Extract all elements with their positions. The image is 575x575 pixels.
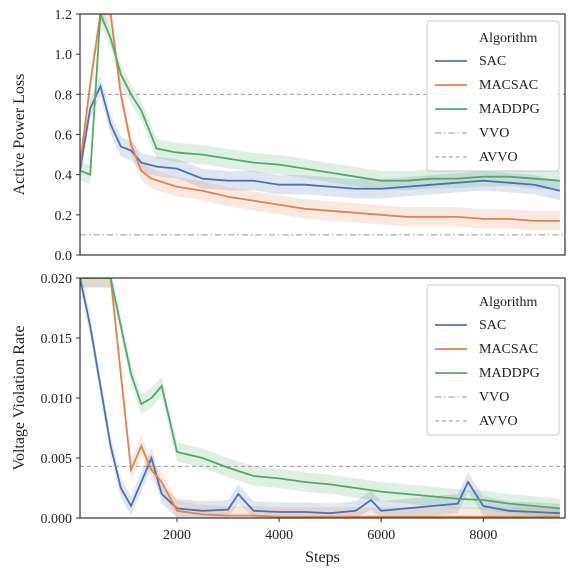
series-line-maddpg	[80, 14, 560, 182]
series-line-sac	[80, 83, 561, 192]
band-maddpg	[80, 14, 560, 191]
legend-title: Algorithm	[479, 295, 537, 310]
y-tick-label: 0.020	[41, 272, 73, 287]
chart-active-power-loss: 0.0 0.2 0.4 0.6 0.8 1.0 1.2 Active Power Loss Al…	[11, 8, 566, 264]
chart-voltage-violation-rate: 0.000 0.005 0.010 0.015 0.020 2000 4000 6000 800…	[11, 272, 566, 566]
legend-label-macsac: MACSAC	[479, 78, 538, 93]
legend: Algorithm SAC MACSAC MADDPG VVO AVVO	[426, 20, 560, 172]
y-tick-label: 0.6	[55, 129, 73, 144]
legend-label-sac: SAC	[479, 318, 506, 333]
legend-label-avvo: AVVO	[479, 150, 518, 165]
series-line-macsac	[80, 278, 560, 518]
legend: Algorithm SAC MACSAC MADDPG VVO AVVO	[426, 284, 560, 436]
y-axis-title: Voltage Violation Rate	[11, 325, 28, 470]
y-tick-label: 0.005	[41, 452, 73, 467]
y-tick-label: 0.010	[41, 392, 73, 407]
legend-label-avvo: AVVO	[479, 414, 518, 429]
x-tick-label: 6000	[367, 528, 395, 543]
series-line-maddpg	[80, 278, 560, 510]
legend-label-vvo: VVO	[479, 390, 509, 405]
legend-label-macsac: MACSAC	[479, 342, 538, 357]
legend-box	[426, 284, 560, 436]
legend-label-vvo: VVO	[479, 126, 509, 141]
legend-title: Algorithm	[479, 31, 537, 46]
x-tick-label: 8000	[469, 528, 497, 543]
x-tick-label: 4000	[265, 528, 293, 543]
series-line-macsac	[80, 14, 560, 222]
y-tick-label: 0.000	[41, 512, 73, 527]
y-tick-label: 1.2	[55, 8, 73, 23]
y-tick-label: 0.0	[55, 249, 73, 264]
plot-area	[80, 278, 565, 518]
series-line-sac	[80, 278, 560, 515]
x-tick-label: 2000	[163, 528, 191, 543]
plot-area	[80, 14, 565, 236]
band-sac	[80, 278, 560, 518]
legend-label-maddpg: MADDPG	[479, 102, 540, 117]
legend-label-sac: SAC	[479, 54, 506, 69]
y-tick-label: 0.8	[55, 88, 73, 103]
y-tick-label: 0.015	[41, 332, 73, 347]
y-axis-title: Active Power Loss	[11, 74, 28, 196]
y-tick-label: 1.0	[55, 48, 73, 63]
x-axis-title: Steps	[305, 549, 340, 566]
legend-label-maddpg: MADDPG	[479, 366, 540, 381]
y-tick-label: 0.2	[55, 209, 73, 224]
band-sac	[80, 76, 560, 201]
legend-box	[426, 20, 560, 172]
y-tick-label: 0.4	[55, 169, 73, 184]
